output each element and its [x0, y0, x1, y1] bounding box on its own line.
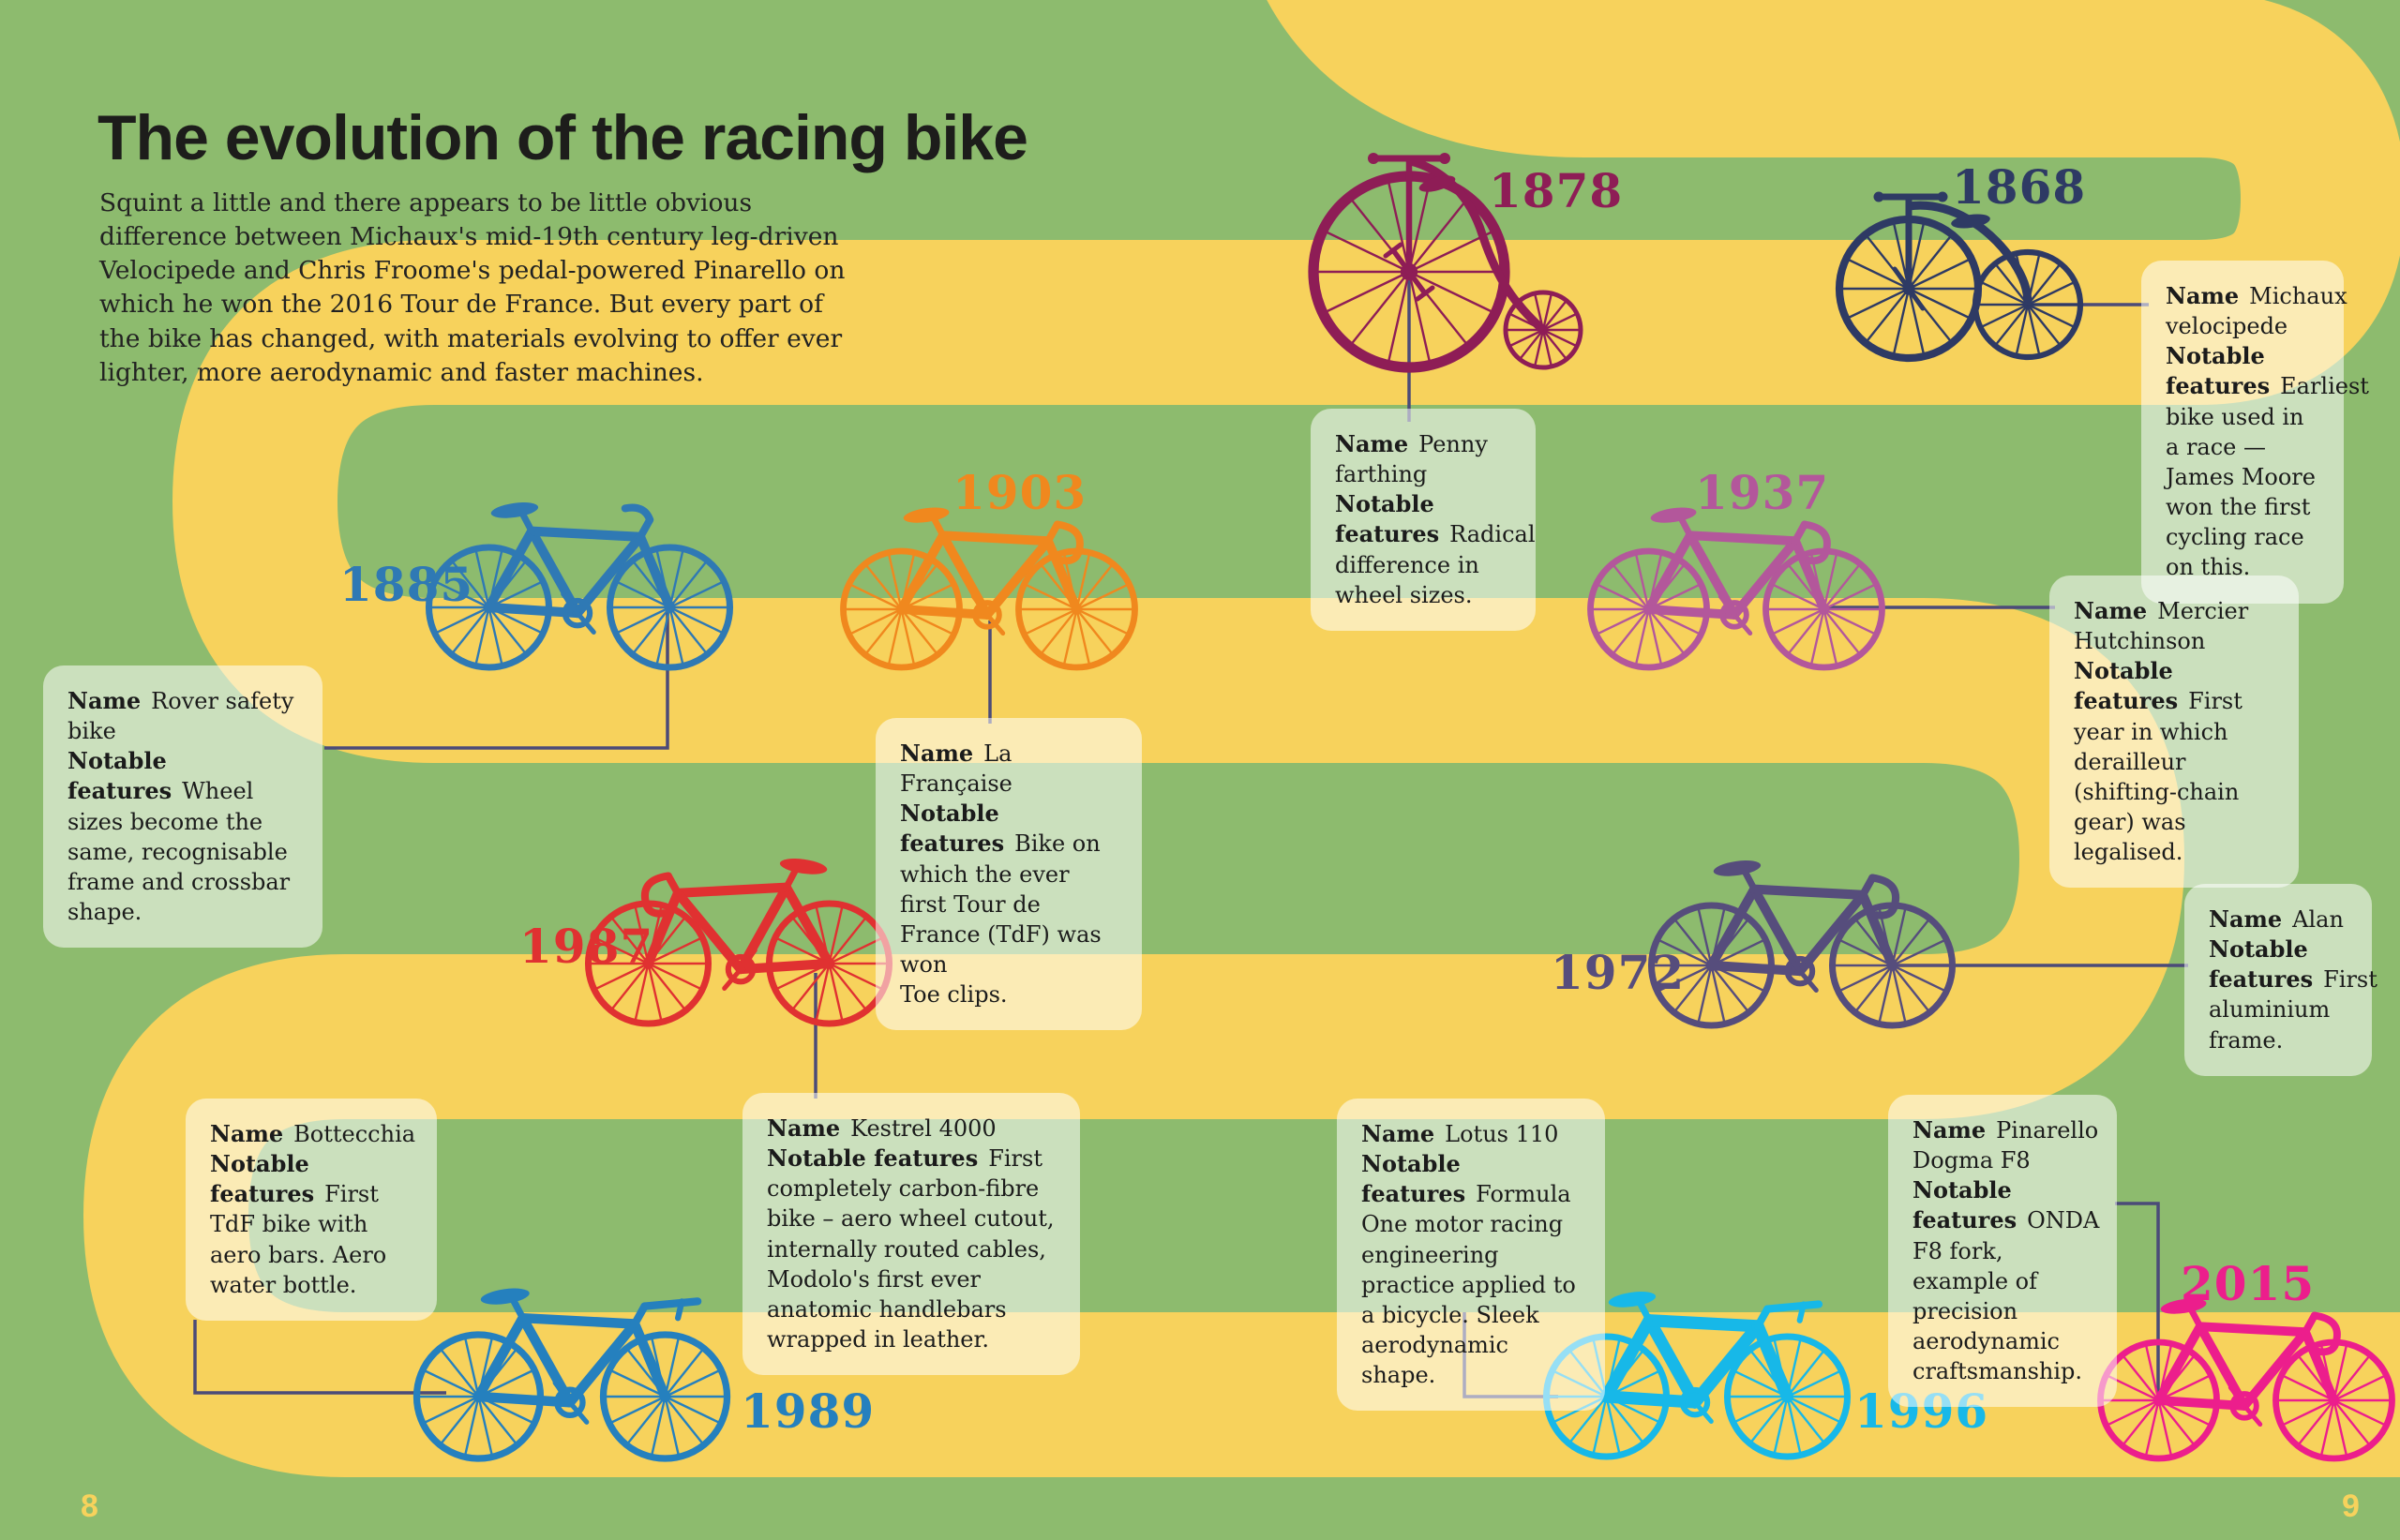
bike-name: Michaux velocipede	[2166, 283, 2348, 340]
bike-name: Pinarello Dogma F8	[1912, 1117, 2099, 1174]
info-box-1996: Name Lotus 110 Notable features Formula On…	[1337, 1099, 1605, 1412]
bike-name: Mercier Hutchinson	[2074, 598, 2249, 655]
name-label: Name	[1335, 430, 1409, 457]
name-label: Name	[1361, 1120, 1435, 1147]
info-box-2015: Name Pinarello Dogma F8 Notable features O…	[1888, 1095, 2117, 1408]
bike-name: Rover safety bike	[68, 688, 294, 745]
bike-features: First completely carbon-fibre bike – aer…	[767, 1145, 1055, 1353]
name-label: Name	[1912, 1116, 1987, 1144]
bike-1987-icon	[584, 859, 893, 1027]
features-label: Notable features	[2209, 935, 2314, 994]
bike-features: ONDA F8 fork, example of precision aerod…	[1912, 1207, 2100, 1385]
name-label: Name	[767, 1114, 841, 1142]
info-box-1878: Name Penny farthing Notable features Radic…	[1311, 409, 1536, 631]
bike-features: First TdF bike with aero bars. Aero wate…	[210, 1181, 387, 1298]
info-box-1937: Name Mercier Hutchinson Notable features F…	[2049, 576, 2299, 889]
page-number-left: 8	[81, 1488, 98, 1524]
year-label-1868: 1868	[1952, 159, 2087, 215]
features-label: Notable features	[1912, 1176, 2018, 1234]
name-label: Name	[2074, 597, 2148, 624]
info-box-1885: Name Rover safety bike Notable features Wh…	[43, 665, 322, 949]
connector-line-1989	[193, 1320, 446, 1395]
bike-name: Lotus 110	[1445, 1121, 1559, 1147]
bike-features: First year in which derailleur (shifting…	[2074, 688, 2242, 866]
bike-features: Earliest bike used in a race — James Moo…	[2166, 373, 2369, 581]
connector-line-1885	[324, 611, 669, 750]
features-label: Notable features	[68, 747, 172, 805]
year-label-1903: 1903	[952, 465, 1088, 520]
name-label: Name	[68, 687, 142, 714]
bike-1972-icon	[1647, 860, 1957, 1029]
bike-name: Kestrel 4000	[850, 1115, 997, 1142]
bike-name: Bottecchia	[293, 1121, 416, 1147]
bike-name: Penny farthing	[1335, 431, 1488, 488]
bike-features: Wheel sizes become the same, recognisabl…	[68, 778, 291, 926]
bike-1989-icon	[412, 1288, 731, 1462]
info-box-1989: Name Bottecchia Notable features First TdF…	[186, 1099, 437, 1321]
year-label-1972: 1972	[1551, 945, 1686, 1000]
info-box-1868: Name Michaux velocipede Notable features E…	[2141, 261, 2369, 604]
connector-line-2015	[2115, 1202, 2160, 1406]
bike-name: La Française	[900, 740, 1012, 798]
features-label: Notable features	[2074, 657, 2179, 715]
bike-1903-icon	[840, 507, 1138, 671]
features-label: Notable features	[1361, 1150, 1466, 1208]
name-label: Name	[2209, 905, 2283, 933]
features-label: Notable features	[210, 1150, 315, 1208]
bike-1937-icon	[1587, 507, 1885, 671]
info-box-1903: Name La Française Notable features Bike on…	[876, 718, 1142, 1031]
bike-1878-icon	[1308, 153, 1583, 373]
year-label-1987: 1987	[519, 919, 654, 974]
bike-1885-icon	[425, 502, 734, 671]
info-box-1972: Name Alan Notable features First aluminium…	[2184, 884, 2378, 1076]
year-label-1937: 1937	[1695, 465, 1830, 520]
year-label-2015: 2015	[2181, 1256, 2316, 1311]
name-label: Name	[900, 740, 974, 767]
info-box-1987: Name Kestrel 4000 Notable features First c…	[742, 1093, 1080, 1376]
year-label-1989: 1989	[741, 1383, 876, 1439]
features-label: Notable features	[900, 800, 1005, 858]
page-number-right: 9	[2342, 1488, 2360, 1524]
bike-2015-icon	[2097, 1298, 2395, 1462]
page-title: The evolution of the racing bike	[98, 101, 1028, 173]
bike-features: First aluminium frame.	[2209, 966, 2378, 1054]
intro-paragraph: Squint a little and there appears to be …	[99, 187, 846, 387]
timeline-road	[82, 0, 2400, 1477]
bike-1868-icon	[1835, 191, 2084, 363]
bike-features: Formula One motor racing engineering pra…	[1361, 1181, 1576, 1389]
features-label: Notable features	[1335, 490, 1440, 548]
name-label: Name	[2166, 282, 2240, 309]
bike-name: Alan	[2292, 906, 2344, 933]
bike-illustrations	[412, 153, 2395, 1462]
features-label: Notable features	[767, 1144, 979, 1173]
year-label-1885: 1885	[339, 557, 474, 612]
bike-features: Bike on which the ever first Tour de Fra…	[900, 830, 1102, 1009]
features-label: Notable features	[2166, 342, 2271, 400]
year-label-1878: 1878	[1489, 163, 1624, 218]
bike-features: Radical difference in wheel sizes.	[1335, 521, 1536, 608]
name-label: Name	[210, 1120, 284, 1147]
